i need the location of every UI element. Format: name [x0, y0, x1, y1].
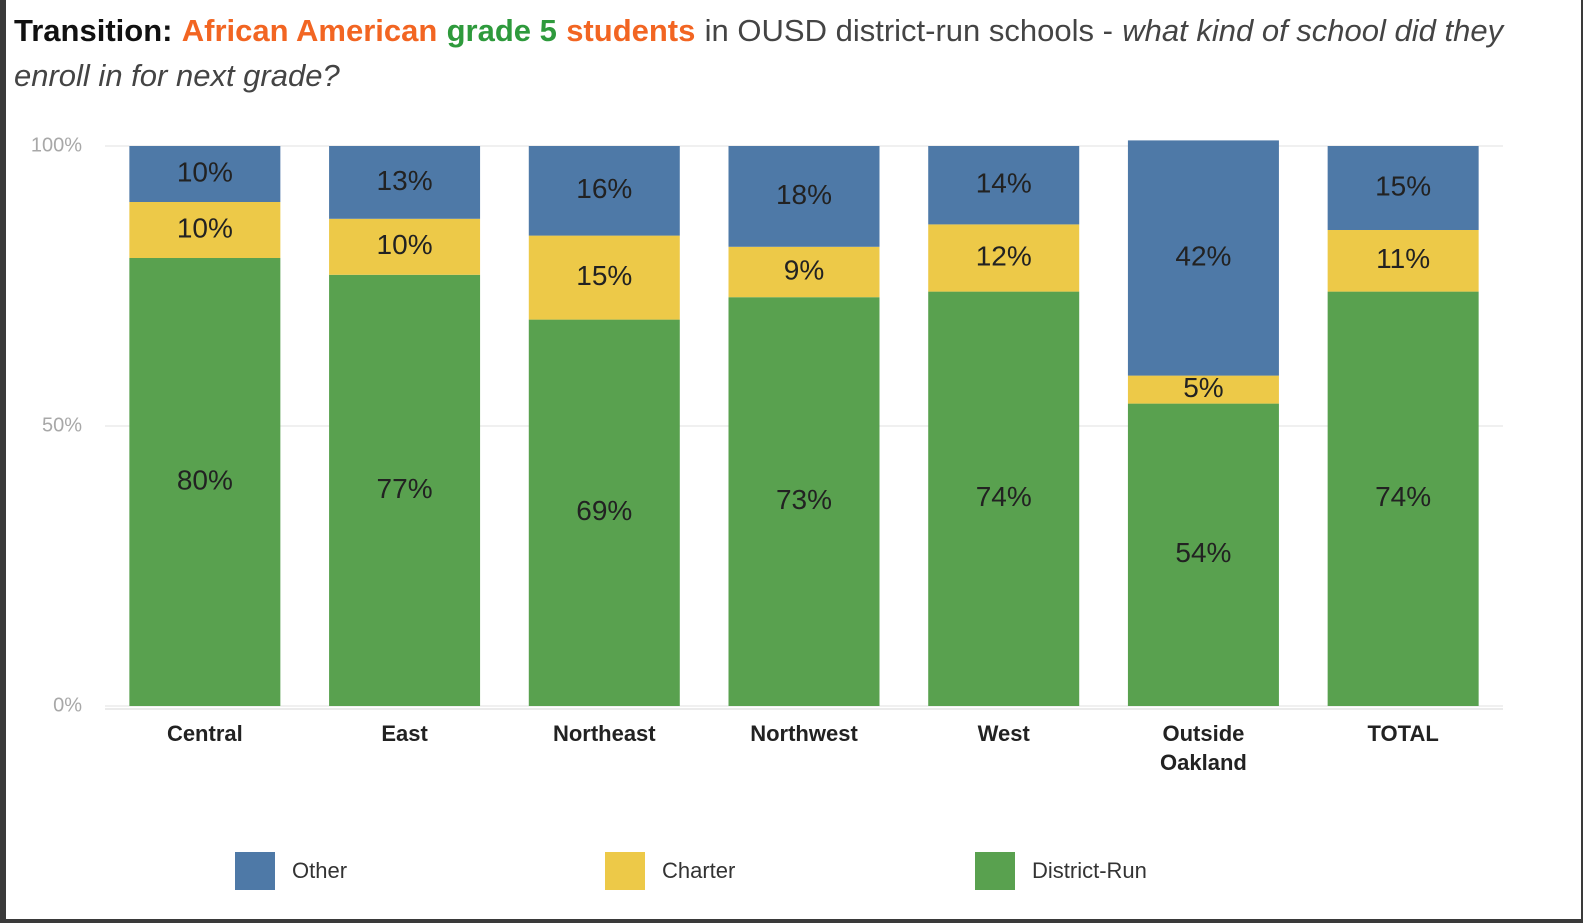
bar-segment [1327, 291, 1479, 706]
data-label: 16% [576, 173, 632, 204]
legend-swatch [235, 852, 275, 890]
data-label: 15% [1375, 170, 1431, 201]
data-label: 77% [377, 473, 433, 504]
y-tick-label: 100% [31, 134, 82, 156]
bar-segment [129, 146, 281, 202]
data-label: 74% [976, 481, 1032, 512]
bar-segment [129, 258, 281, 706]
bar-segment [928, 291, 1080, 706]
bar-segment [329, 274, 481, 706]
data-label: 18% [776, 179, 832, 210]
legend-swatch [605, 852, 645, 890]
data-label: 9% [784, 254, 824, 285]
bar-segment [528, 146, 680, 236]
bar-segment [1127, 403, 1279, 706]
x-tick-label: Northeast [552, 721, 656, 746]
data-label: 10% [177, 212, 233, 243]
title-part: grade 5 [446, 13, 557, 48]
data-label: 54% [1175, 537, 1231, 568]
x-tick-label: TOTAL [1367, 721, 1439, 746]
legend-label: Charter [662, 858, 736, 883]
bar-segment [329, 218, 481, 275]
bar-segment [728, 297, 880, 706]
bar-segment [928, 146, 1080, 225]
bar-segment [329, 146, 481, 219]
data-label: 14% [976, 168, 1032, 199]
bar-segment [728, 146, 880, 247]
title-part: students [566, 13, 696, 48]
y-tick-label: 0% [53, 694, 82, 716]
bar-segment [528, 235, 680, 320]
bar-segment [1327, 146, 1479, 230]
x-tick-label: West [977, 721, 1030, 746]
data-label: 15% [576, 260, 632, 291]
title-part: what kind of school did they enroll in f… [14, 13, 1504, 93]
data-label: 11% [1376, 243, 1430, 274]
x-tick-label: Northwest [750, 721, 858, 746]
data-label: 5% [1183, 372, 1223, 403]
title-part: Transition: [14, 13, 173, 48]
bar-segment [528, 319, 680, 706]
legend-label: Other [292, 858, 348, 883]
data-label: 10% [177, 156, 233, 187]
data-label: 42% [1175, 240, 1231, 271]
title-part: in OUSD district-run schools - [704, 13, 1113, 48]
x-tick-label: East [381, 721, 428, 746]
y-tick-label: 50% [42, 414, 82, 436]
title-part: African American [181, 13, 438, 48]
data-label: 80% [177, 464, 233, 495]
x-tick-label: Central [166, 721, 243, 746]
data-label: 12% [976, 240, 1032, 271]
data-label: 13% [377, 165, 433, 196]
bar-segment [728, 246, 880, 298]
bar-segment [1327, 230, 1479, 292]
legend-swatch [975, 852, 1015, 890]
x-tick-label: Outside Oakland [1160, 721, 1247, 775]
data-label: 74% [1375, 481, 1431, 512]
data-label: 69% [576, 495, 632, 526]
bar-segment [129, 202, 281, 258]
bar-segment [1127, 140, 1279, 376]
chart-title: Transition: African American grade 5 studen… [14, 8, 1514, 98]
bar-segment [928, 224, 1080, 292]
bar-segment [1127, 375, 1279, 404]
data-label: 73% [776, 484, 832, 515]
data-label: 10% [377, 229, 433, 260]
legend-label: District-Run [1032, 858, 1147, 883]
